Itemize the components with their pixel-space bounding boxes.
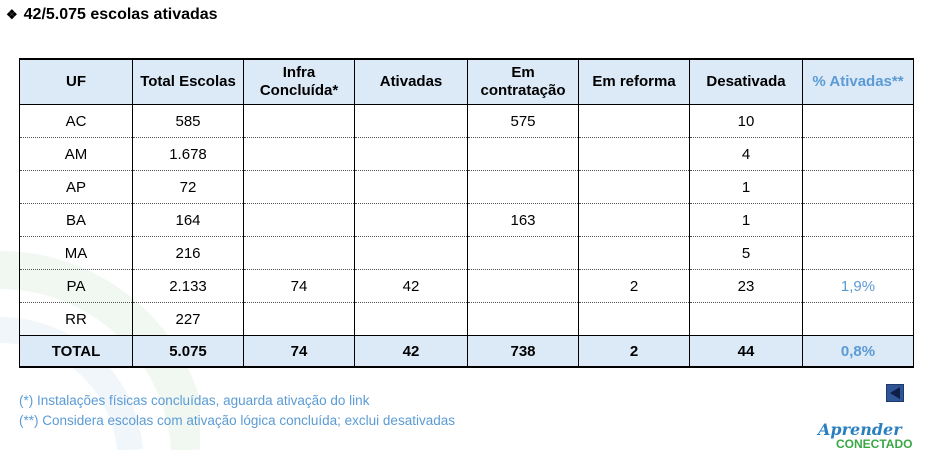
table-cell: 0,8% bbox=[802, 335, 914, 368]
table-row: BA 164 163 1 bbox=[19, 203, 914, 237]
table-row: AM 1.678 4 bbox=[19, 137, 914, 171]
table-header-row: UF Total Escolas Infra Concluída* Ativadas E… bbox=[19, 58, 914, 105]
page-title-text: 42/5.075 escolas ativadas bbox=[23, 6, 218, 23]
table-row: RR 227 bbox=[19, 302, 914, 336]
column-header: Desativada bbox=[689, 58, 803, 105]
table-cell bbox=[354, 302, 468, 336]
column-header: Infra Concluída* bbox=[243, 58, 355, 105]
table-cell: 1,9% bbox=[802, 269, 914, 303]
table-cell: 164 bbox=[132, 203, 244, 237]
table-cell bbox=[578, 302, 690, 336]
column-header: UF bbox=[19, 58, 133, 105]
table-cell: AP bbox=[19, 170, 133, 204]
table-cell bbox=[689, 302, 803, 336]
table-cell: AC bbox=[19, 104, 133, 138]
table-cell: 5.075 bbox=[132, 335, 244, 368]
table-cell: TOTAL bbox=[19, 335, 133, 368]
total-row: TOTAL 5.075 74 42 738 2 44 0,8% bbox=[19, 335, 914, 368]
table-row: AP 72 1 bbox=[19, 170, 914, 204]
table-cell bbox=[467, 236, 579, 270]
table-cell bbox=[243, 170, 355, 204]
table-cell bbox=[578, 170, 690, 204]
table-cell: 2.133 bbox=[132, 269, 244, 303]
table-cell: 585 bbox=[132, 104, 244, 138]
table-cell: 74 bbox=[243, 335, 355, 368]
table-cell bbox=[354, 203, 468, 237]
back-arrow-icon bbox=[890, 387, 900, 399]
table-cell: RR bbox=[19, 302, 133, 336]
table-cell bbox=[243, 236, 355, 270]
table-cell: 163 bbox=[467, 203, 579, 237]
table-cell bbox=[467, 170, 579, 204]
footnote-1: (*) Instalações físicas concluídas, agua… bbox=[19, 393, 370, 408]
table-cell: 5 bbox=[689, 236, 803, 270]
table-cell bbox=[243, 302, 355, 336]
table-cell bbox=[802, 302, 914, 336]
table-cell: AM bbox=[19, 137, 133, 171]
table-cell: MA bbox=[19, 236, 133, 270]
table-cell: 42 bbox=[354, 269, 468, 303]
table-cell: 738 bbox=[467, 335, 579, 368]
table-cell: 2 bbox=[578, 335, 690, 368]
table-cell bbox=[354, 137, 468, 171]
logo-line2: CONECTADO bbox=[836, 437, 913, 451]
table-cell: 1.678 bbox=[132, 137, 244, 171]
table-cell bbox=[802, 137, 914, 171]
table-cell: 2 bbox=[578, 269, 690, 303]
table-cell bbox=[354, 104, 468, 138]
table-cell: 216 bbox=[132, 236, 244, 270]
column-header: Total Escolas bbox=[132, 58, 244, 105]
table-cell: PA bbox=[19, 269, 133, 303]
column-header: Em contratação bbox=[467, 58, 579, 105]
table-cell bbox=[578, 137, 690, 171]
diamond-bullet-icon: ❖ bbox=[6, 7, 18, 22]
table-cell: 74 bbox=[243, 269, 355, 303]
table-cell bbox=[354, 236, 468, 270]
column-header: % Ativadas** bbox=[802, 58, 914, 105]
table-cell: 23 bbox=[689, 269, 803, 303]
table-cell bbox=[578, 104, 690, 138]
page-title: ❖ 42/5.075 escolas ativadas bbox=[6, 6, 218, 24]
table-cell: 575 bbox=[467, 104, 579, 138]
table-cell: BA bbox=[19, 203, 133, 237]
footnote-2: (**) Considera escolas com ativação lógi… bbox=[19, 413, 455, 428]
aprender-conectado-logo: Aprender CONECTADO bbox=[818, 420, 928, 454]
back-button[interactable] bbox=[886, 384, 904, 402]
table-cell: 42 bbox=[354, 335, 468, 368]
table-cell bbox=[802, 203, 914, 237]
table-cell bbox=[354, 170, 468, 204]
table-cell bbox=[243, 203, 355, 237]
table-cell: 4 bbox=[689, 137, 803, 171]
footnotes: (*) Instalações físicas concluídas, agua… bbox=[19, 391, 455, 431]
table-cell bbox=[578, 236, 690, 270]
logo-line1: Aprender bbox=[818, 420, 902, 439]
table-cell bbox=[243, 104, 355, 138]
column-header: Em reforma bbox=[578, 58, 690, 105]
table-cell bbox=[243, 137, 355, 171]
table-row: PA 2.133 74 42 2 23 1,9% bbox=[19, 269, 914, 303]
table-cell: 227 bbox=[132, 302, 244, 336]
table-cell bbox=[802, 170, 914, 204]
schools-table: UF Total Escolas Infra Concluída* Ativadas E… bbox=[19, 58, 914, 368]
table-cell: 10 bbox=[689, 104, 803, 138]
table-cell: 72 bbox=[132, 170, 244, 204]
table-row: MA 216 5 bbox=[19, 236, 914, 270]
column-header: Ativadas bbox=[354, 58, 468, 105]
table-cell bbox=[578, 203, 690, 237]
table-cell bbox=[802, 104, 914, 138]
table-cell bbox=[467, 302, 579, 336]
table-cell: 44 bbox=[689, 335, 803, 368]
table-row: AC 585 575 10 bbox=[19, 104, 914, 138]
table-cell: 1 bbox=[689, 170, 803, 204]
table-cell bbox=[467, 269, 579, 303]
table-cell bbox=[802, 236, 914, 270]
table-cell: 1 bbox=[689, 203, 803, 237]
table-cell bbox=[467, 137, 579, 171]
